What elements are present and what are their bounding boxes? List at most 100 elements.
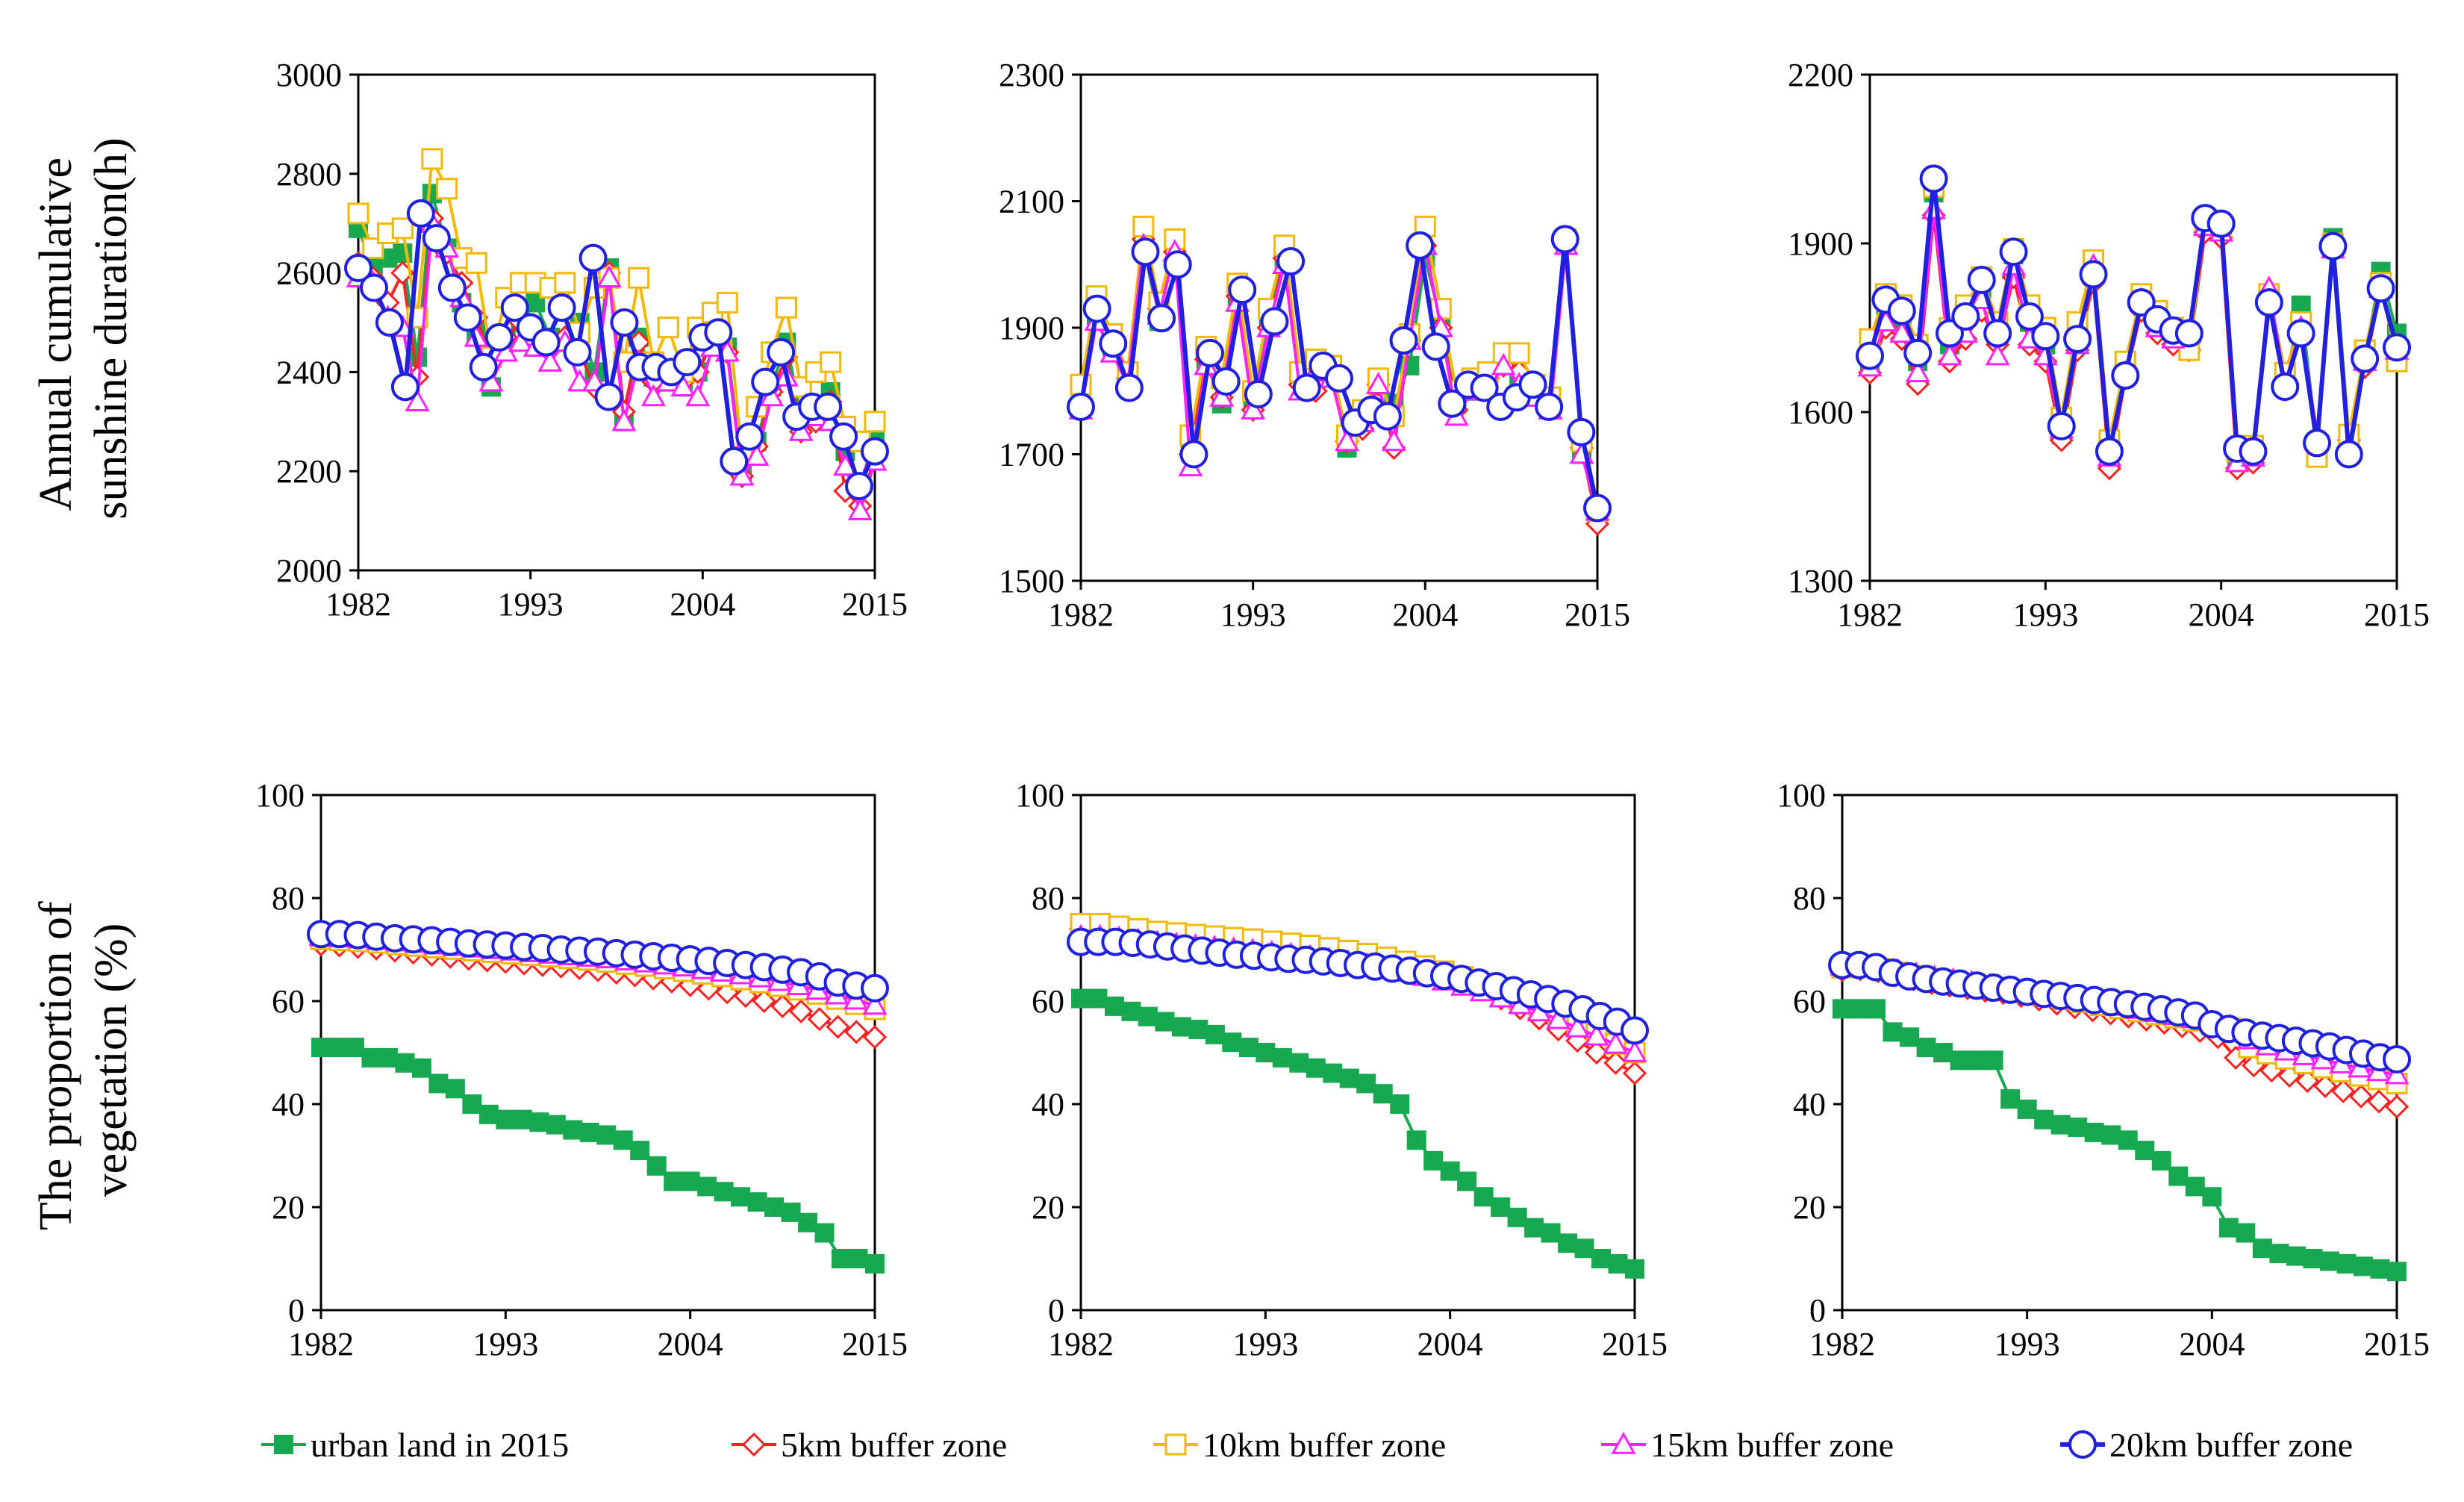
data-point [359, 273, 388, 302]
data-point [744, 443, 770, 466]
data-point [428, 1073, 449, 1094]
data-point [1163, 250, 1192, 279]
data-point [673, 348, 702, 377]
data-point [2383, 1044, 2411, 1073]
data-point [1438, 389, 1467, 418]
y-tick-label: 20 [1032, 1189, 1064, 1226]
data-point [421, 148, 443, 170]
data-point [1256, 1043, 1276, 1062]
data-point [814, 392, 843, 421]
x-tick-label: 2004 [2189, 596, 2254, 633]
data-point [2351, 344, 2380, 373]
data-point [1866, 999, 1886, 1019]
y-tick-label: 1700 [999, 437, 1064, 473]
legend-item: 10km buffer zone [1153, 1426, 1446, 1464]
data-point [2366, 1089, 2392, 1114]
data-point [1622, 1061, 1647, 1085]
legend-label: urban land in 2015 [311, 1426, 569, 1464]
data-point [630, 1141, 650, 1161]
data-point [1406, 231, 1435, 260]
data-point [594, 382, 623, 411]
data-point [1390, 1094, 1410, 1114]
y-tick-label: 2200 [276, 453, 342, 490]
row-label-bottom-line-1: The proportion of [31, 901, 81, 1230]
data-point [1919, 164, 1948, 193]
data-point [2254, 288, 2283, 317]
data-point [1104, 996, 1124, 1016]
data-point [579, 1122, 599, 1142]
legend-item: 15km buffer zone [1601, 1426, 1894, 1464]
data-point [1470, 373, 1499, 402]
y-tick-label: 100 [1015, 777, 1064, 814]
data-point [1550, 225, 1579, 254]
data-point [1849, 999, 1869, 1019]
data-point [2063, 325, 2092, 354]
data-point [2330, 1079, 2356, 1103]
data-point [2383, 333, 2411, 362]
data-point [2000, 1089, 2021, 1109]
data-point [1334, 429, 1360, 452]
x-tick-label: 2015 [1565, 596, 1630, 633]
data-point [2050, 1115, 2071, 1135]
series-20km buffer zone [1067, 225, 1612, 523]
data-point [2135, 1141, 2155, 1161]
x-tick-label: 1993 [1994, 1326, 2060, 1362]
data-point [751, 367, 780, 396]
data-point [406, 199, 435, 228]
series-20km buffer zone [1856, 164, 2411, 469]
data-point [554, 272, 576, 294]
data-point [508, 329, 534, 352]
data-point [596, 265, 622, 287]
data-point [1967, 1050, 1987, 1071]
legend-item: 5km buffer zone [732, 1426, 1007, 1464]
data-point [531, 328, 561, 357]
chart-panel-bottom-left: 0 20 40 60 80 100 1982 1993 2004 2015 [255, 777, 908, 1362]
data-point [2318, 231, 2348, 261]
data-point [2286, 1246, 2306, 1266]
data-point [2319, 1251, 2339, 1271]
x-tick-label: 1993 [472, 1326, 538, 1362]
data-point [563, 1120, 583, 1140]
data-point [529, 1112, 549, 1132]
data-point [2127, 288, 2156, 317]
data-point [680, 1171, 700, 1191]
data-point [390, 373, 419, 402]
legend-marker [1164, 1433, 1187, 1456]
x-tick-label: 2015 [1602, 1326, 1668, 1362]
data-point [1238, 1038, 1258, 1058]
data-point [1574, 1238, 1594, 1259]
y-tick-label: 80 [272, 880, 305, 917]
data-point [747, 1192, 767, 1212]
data-point [2252, 1238, 2272, 1259]
data-point [395, 1053, 415, 1073]
data-point [546, 1115, 566, 1135]
row-label-top: Annual cumulative sunshine duration(h) [31, 137, 137, 519]
y-tick-label: 40 [1793, 1086, 1826, 1123]
data-point [1603, 1050, 1628, 1075]
data-point [405, 389, 430, 411]
x-tick-label: 2015 [842, 586, 908, 623]
data-point [861, 437, 889, 466]
data-point [1951, 302, 1980, 331]
row-label-bottom-line-2: vegetation (%) [86, 923, 137, 1197]
data-point [1423, 1150, 1444, 1171]
data-point [1833, 999, 1852, 1019]
data-point [2218, 1218, 2239, 1238]
data-point [1188, 1019, 1208, 1039]
y-tick-label: 1900 [999, 310, 1064, 346]
data-point [764, 1197, 785, 1217]
data-point [714, 1182, 734, 1202]
data-point [767, 337, 796, 367]
data-point [2366, 274, 2395, 303]
x-tick-label: 2015 [2364, 1326, 2430, 1362]
data-point [844, 1020, 869, 1044]
data-point [720, 446, 749, 476]
data-point [1983, 1050, 2003, 1071]
data-point [344, 1038, 364, 1058]
data-point [628, 267, 650, 289]
series-20km buffer zone [1828, 950, 2411, 1073]
data-point [865, 1253, 885, 1274]
data-point [1558, 1233, 1578, 1253]
data-point [496, 1109, 516, 1129]
